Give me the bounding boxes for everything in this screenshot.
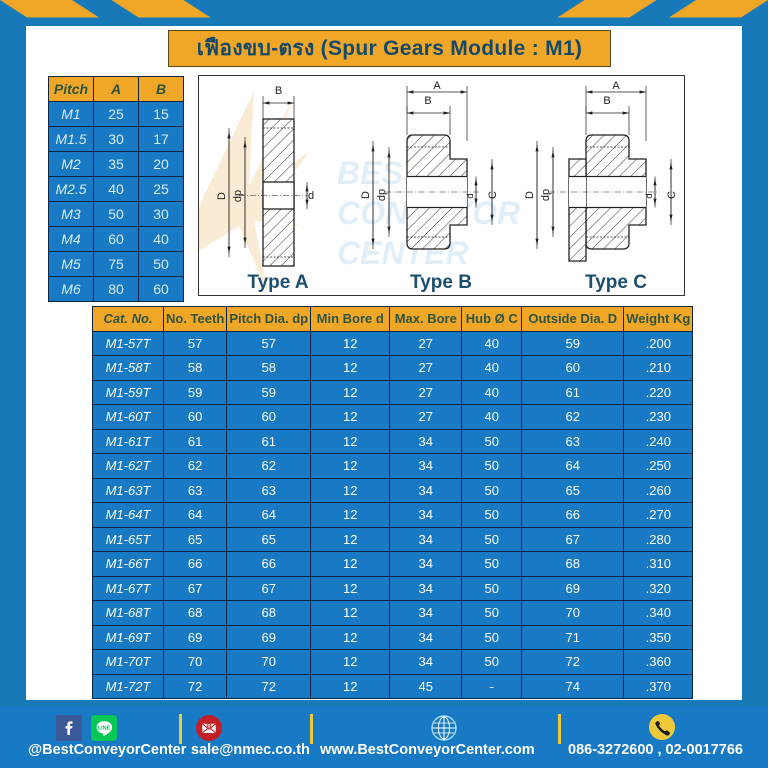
svg-text:d: d — [465, 193, 476, 198]
svg-text:dp: dp — [232, 190, 244, 202]
svg-text:D: D — [216, 192, 228, 200]
svg-text:C: C — [666, 191, 678, 199]
svg-text:B: B — [603, 95, 610, 107]
svg-text:A: A — [612, 80, 620, 92]
svg-text:LINE: LINE — [98, 726, 111, 732]
svg-text:D: D — [524, 191, 536, 199]
svg-text:Type C: Type C — [585, 272, 647, 293]
svg-text:Type A: Type A — [247, 272, 309, 293]
svg-text:d: d — [644, 193, 655, 198]
svg-text:B: B — [275, 85, 282, 97]
svg-text:dp: dp — [376, 189, 388, 201]
svg-text:dp: dp — [540, 189, 552, 201]
svg-text:d: d — [308, 190, 314, 202]
svg-text:D: D — [360, 191, 372, 199]
svg-text:A: A — [433, 80, 441, 92]
svg-text:C: C — [487, 191, 499, 199]
svg-text:Type B: Type B — [410, 272, 472, 293]
svg-text:B: B — [424, 95, 431, 107]
